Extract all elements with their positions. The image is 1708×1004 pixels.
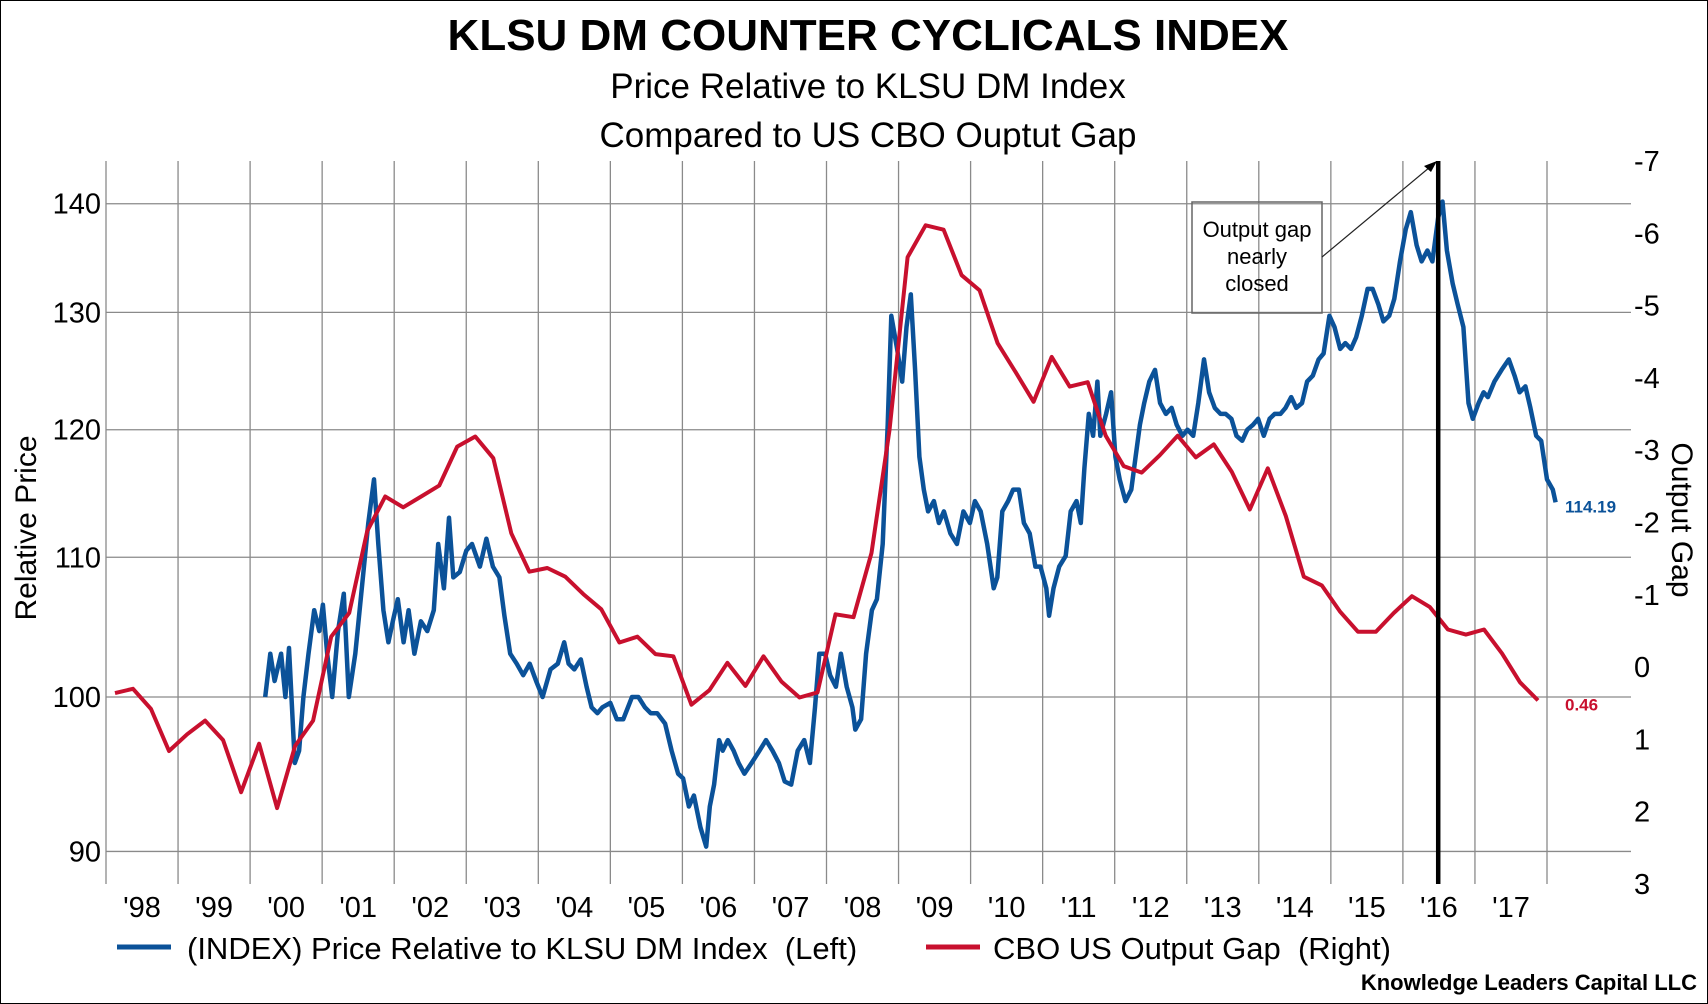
x-tick-label: '05 [627, 892, 665, 924]
grid [105, 161, 1631, 884]
left-tick-label: 130 [53, 297, 101, 329]
chart-subtitle-1: Price Relative to KLSU DM Index [610, 67, 1126, 106]
series-line-index [262, 199, 1558, 849]
annotation-box [1191, 201, 1323, 314]
annotation-line-2: nearly [1227, 244, 1287, 269]
x-tick-label: '10 [988, 892, 1026, 924]
x-tick-label: '16 [1420, 892, 1458, 924]
legend-label-index: (INDEX) Price Relative to KLSU DM Index … [187, 931, 857, 966]
right-tick-label: -4 [1634, 363, 1660, 395]
x-tick-label: '00 [267, 892, 305, 924]
gap-last-value-label: 0.46 [1565, 695, 1598, 714]
x-tick-label: '98 [123, 892, 161, 924]
credit-text: Knowledge Leaders Capital LLC [1361, 970, 1697, 995]
right-tick-label: -3 [1634, 435, 1660, 467]
legend: (INDEX) Price Relative to KLSU DM Index … [117, 931, 1391, 966]
x-tick-label: '13 [1204, 892, 1242, 924]
annotation: Output gap nearly closed [1191, 161, 1437, 314]
x-tick-label: '12 [1132, 892, 1170, 924]
axes: 90100110120130140'98'99'00'01'02'03'04'0… [53, 146, 1660, 924]
x-tick-label: '06 [700, 892, 738, 924]
x-tick-label: '03 [483, 892, 521, 924]
left-tick-label: 90 [69, 836, 101, 868]
x-tick-label: '07 [772, 892, 810, 924]
x-tick-label: '01 [339, 892, 377, 924]
right-axis-label: Output Gap [1665, 442, 1698, 597]
right-tick-label: 2 [1634, 797, 1650, 829]
x-tick-label: '11 [1061, 892, 1097, 924]
right-tick-label: 0 [1634, 652, 1650, 684]
x-tick-label: '02 [411, 892, 449, 924]
left-tick-label: 120 [53, 415, 101, 447]
annotation-line-3: closed [1225, 271, 1289, 296]
right-tick-label: -1 [1634, 580, 1660, 612]
left-tick-label: 110 [55, 542, 101, 574]
x-tick-label: '04 [555, 892, 593, 924]
chart-title: KLSU DM COUNTER CYCLICALS INDEX [448, 11, 1289, 60]
chart-subtitle-2: Compared to US CBO Ouptut Gap [600, 116, 1137, 155]
right-tick-label: -2 [1634, 508, 1660, 540]
x-tick-label: '14 [1276, 892, 1314, 924]
left-tick-label: 100 [53, 682, 101, 714]
left-tick-label: 140 [53, 189, 101, 221]
right-tick-label: 3 [1634, 869, 1650, 901]
x-tick-label: '09 [916, 892, 954, 924]
series-line-output-gap [114, 223, 1540, 811]
x-tick-label: '99 [195, 892, 233, 924]
arrowhead-icon [1424, 161, 1437, 172]
index-last-value-label: 114.19 [1565, 497, 1616, 516]
legend-label-gap: CBO US Output Gap (Right) [993, 931, 1391, 966]
x-tick-label: '17 [1492, 892, 1530, 924]
right-tick-label: -7 [1634, 146, 1660, 178]
x-tick-label: '08 [844, 892, 882, 924]
left-axis-label: Relative Price [10, 435, 43, 620]
annotation-arrow [1321, 166, 1431, 258]
right-tick-label: -5 [1634, 291, 1660, 323]
right-tick-label: 1 [1634, 724, 1650, 756]
annotation-line-1: Output gap [1203, 217, 1312, 242]
x-tick-label: '15 [1348, 892, 1386, 924]
plot-area [114, 161, 1558, 884]
right-tick-label: -6 [1634, 218, 1660, 250]
